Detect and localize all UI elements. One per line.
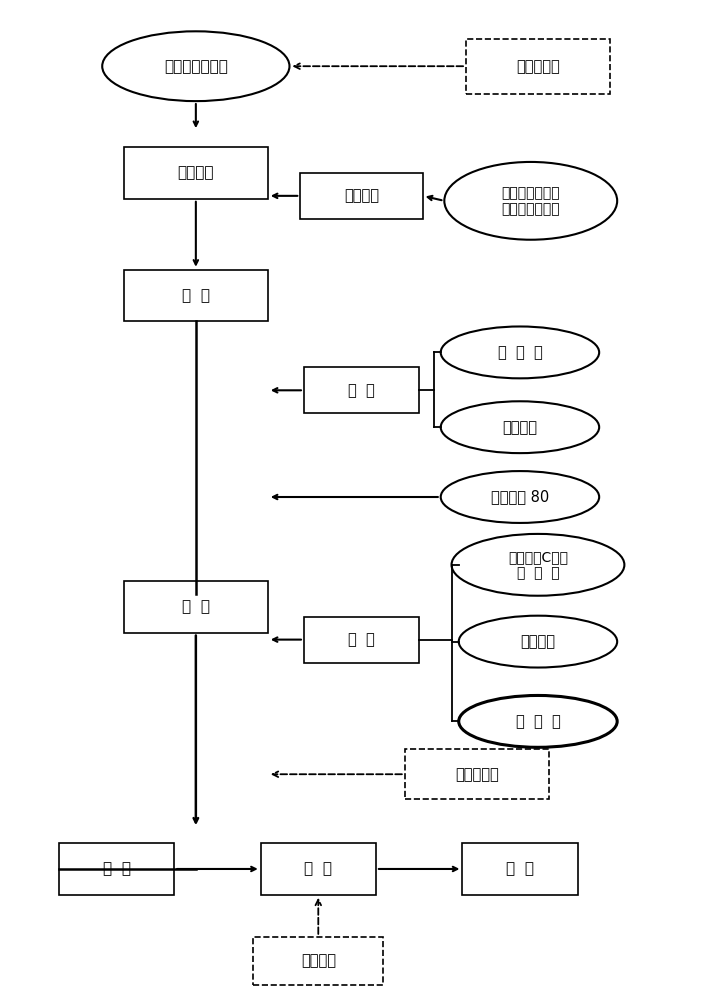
FancyBboxPatch shape xyxy=(124,581,268,633)
FancyBboxPatch shape xyxy=(124,147,268,199)
Ellipse shape xyxy=(441,401,599,453)
Ellipse shape xyxy=(458,616,617,668)
Text: 溶  解: 溶 解 xyxy=(348,632,375,647)
Text: 包  装: 包 装 xyxy=(304,861,333,876)
FancyBboxPatch shape xyxy=(59,843,174,895)
Ellipse shape xyxy=(441,471,599,523)
Ellipse shape xyxy=(445,162,617,240)
FancyBboxPatch shape xyxy=(466,39,610,94)
Text: 灌  装: 灌 装 xyxy=(103,861,131,876)
FancyBboxPatch shape xyxy=(261,843,376,895)
FancyBboxPatch shape xyxy=(405,749,549,799)
Text: 过  筛: 过 筛 xyxy=(348,383,375,398)
Text: 叶  绿  素: 叶 绿 素 xyxy=(515,714,560,729)
Text: 异维生素C钠、
糖  精  钠: 异维生素C钠、 糖 精 钠 xyxy=(508,550,568,580)
Text: 成品检验: 成品检验 xyxy=(301,953,335,968)
Text: 混  合: 混 合 xyxy=(182,599,210,614)
Text: 甘油、羧甲基纤
维素钠、部分水: 甘油、羧甲基纤 维素钠、部分水 xyxy=(502,186,560,216)
FancyBboxPatch shape xyxy=(304,617,419,663)
Text: 复方高良姜浸膏: 复方高良姜浸膏 xyxy=(164,59,228,74)
Text: 聚山梨酯 80: 聚山梨酯 80 xyxy=(491,490,549,505)
Text: 温热搅匀: 温热搅匀 xyxy=(178,165,214,180)
FancyBboxPatch shape xyxy=(462,843,578,895)
Ellipse shape xyxy=(441,326,599,378)
Text: 半成品检验: 半成品检验 xyxy=(455,767,499,782)
Text: 羟苯乙酯: 羟苯乙酯 xyxy=(521,634,555,649)
Text: 分散溶胀: 分散溶胀 xyxy=(344,188,379,203)
Ellipse shape xyxy=(452,534,625,596)
FancyBboxPatch shape xyxy=(124,270,268,321)
Ellipse shape xyxy=(102,31,289,101)
Text: 混  合: 混 合 xyxy=(182,288,210,303)
Text: 中间体检验: 中间体检验 xyxy=(516,59,560,74)
FancyBboxPatch shape xyxy=(300,173,423,219)
FancyBboxPatch shape xyxy=(304,367,419,413)
Ellipse shape xyxy=(458,695,617,747)
FancyBboxPatch shape xyxy=(254,937,383,985)
Text: 磷酸氢钠: 磷酸氢钠 xyxy=(502,420,537,435)
Text: 碳  酸  钙: 碳 酸 钙 xyxy=(497,345,542,360)
Text: 入  库: 入 库 xyxy=(506,861,534,876)
